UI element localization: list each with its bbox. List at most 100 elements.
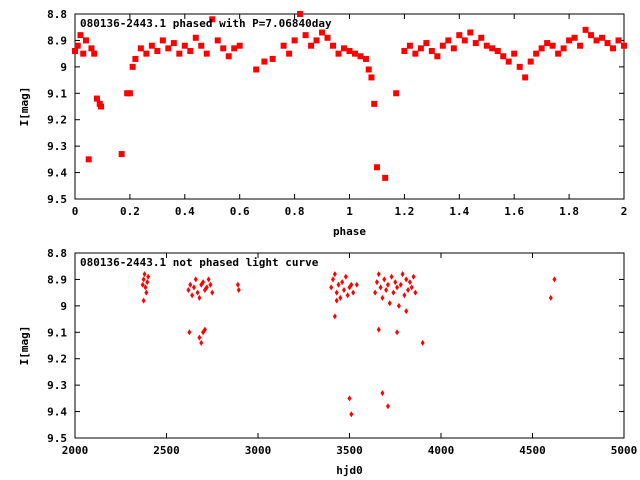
data-point — [621, 42, 627, 49]
data-point — [269, 55, 276, 62]
y-tick-label: 8.9 — [47, 34, 67, 47]
data-point — [500, 53, 507, 60]
y-tick-label: 9 — [60, 61, 67, 74]
data-point — [548, 294, 553, 301]
y-tick-label: 9.3 — [47, 379, 67, 392]
data-point — [566, 37, 573, 44]
data-point — [396, 302, 401, 309]
data-point — [374, 279, 379, 286]
data-point — [142, 271, 147, 278]
data-point — [334, 289, 339, 296]
x-tick-label: 0.2 — [120, 205, 140, 218]
data-point — [214, 37, 221, 44]
data-point — [385, 281, 390, 288]
data-point — [140, 281, 145, 288]
data-point — [406, 42, 413, 49]
data-point — [354, 281, 359, 288]
data-point — [412, 50, 419, 57]
data-point — [297, 11, 304, 17]
x-tick-label: 1.6 — [504, 205, 524, 218]
data-point — [368, 74, 375, 81]
data-point — [286, 50, 293, 57]
plot-frame — [74, 252, 625, 439]
data-point — [209, 16, 216, 23]
data-point — [398, 281, 403, 288]
data-point — [204, 284, 209, 291]
data-point — [188, 281, 193, 288]
data-point — [434, 53, 441, 60]
chart-title: 080136-2443.1 not phased light curve — [80, 256, 319, 269]
data-point — [538, 45, 545, 52]
data-point — [190, 292, 195, 299]
x-tick-label: 1.8 — [559, 205, 579, 218]
data-point — [141, 276, 146, 283]
data-point — [335, 50, 342, 57]
data-point — [351, 289, 356, 296]
x-tick-label: 2000 — [62, 444, 89, 457]
data-point — [387, 300, 392, 307]
x-tick-label: 2 — [621, 205, 628, 218]
data-point — [494, 48, 501, 54]
data-point — [365, 66, 372, 73]
data-point — [203, 50, 210, 57]
data-point — [137, 45, 144, 52]
data-point — [201, 279, 206, 286]
data-point — [197, 294, 202, 301]
data-point — [346, 48, 353, 54]
data-point — [413, 289, 418, 296]
data-point — [577, 42, 584, 49]
y-tick-label: 9.4 — [47, 167, 67, 180]
data-point — [191, 284, 196, 291]
data-point — [126, 90, 133, 97]
data-point — [291, 37, 298, 44]
x-tick-label: 4000 — [428, 444, 455, 457]
data-point — [187, 329, 192, 336]
data-point — [176, 50, 183, 57]
data-point — [220, 45, 227, 52]
data-point — [571, 34, 578, 41]
data-point — [192, 34, 199, 41]
data-point — [588, 32, 595, 39]
x-tick-label: 5000 — [611, 444, 638, 457]
data-point — [407, 279, 412, 286]
data-point — [186, 287, 191, 293]
y-tick-label: 9.4 — [47, 406, 67, 419]
data-point — [129, 63, 136, 70]
y-tick-label: 9 — [60, 300, 67, 313]
data-point — [533, 50, 540, 57]
data-point — [456, 32, 463, 39]
data-point — [197, 334, 202, 341]
data-point — [604, 40, 611, 47]
data-point — [170, 40, 177, 47]
data-point — [384, 287, 389, 293]
data-point — [199, 339, 204, 346]
data-point — [145, 279, 150, 286]
data-point — [380, 294, 385, 301]
data-point — [378, 284, 383, 291]
data-point — [332, 313, 337, 320]
data-point — [280, 42, 287, 49]
x-tick-label: 0.8 — [285, 205, 305, 218]
data-point — [428, 48, 435, 54]
x-tick-label: 0.6 — [230, 205, 250, 218]
data-point — [80, 50, 87, 57]
data-point — [332, 271, 337, 278]
data-point — [362, 55, 369, 62]
data-point — [93, 95, 100, 102]
y-tick-label: 9.5 — [47, 193, 67, 206]
data-point — [144, 289, 149, 296]
data-point — [236, 287, 241, 293]
data-point — [347, 395, 352, 402]
data-point — [483, 42, 490, 49]
y-tick-label: 9.1 — [47, 326, 67, 339]
data-point — [391, 289, 396, 296]
data-point — [395, 329, 400, 336]
data-point — [552, 276, 557, 283]
data-point — [187, 48, 194, 54]
data-point — [404, 276, 409, 283]
data-point — [118, 151, 125, 158]
data-point — [85, 156, 92, 163]
data-point — [380, 390, 385, 397]
data-point — [382, 276, 387, 283]
